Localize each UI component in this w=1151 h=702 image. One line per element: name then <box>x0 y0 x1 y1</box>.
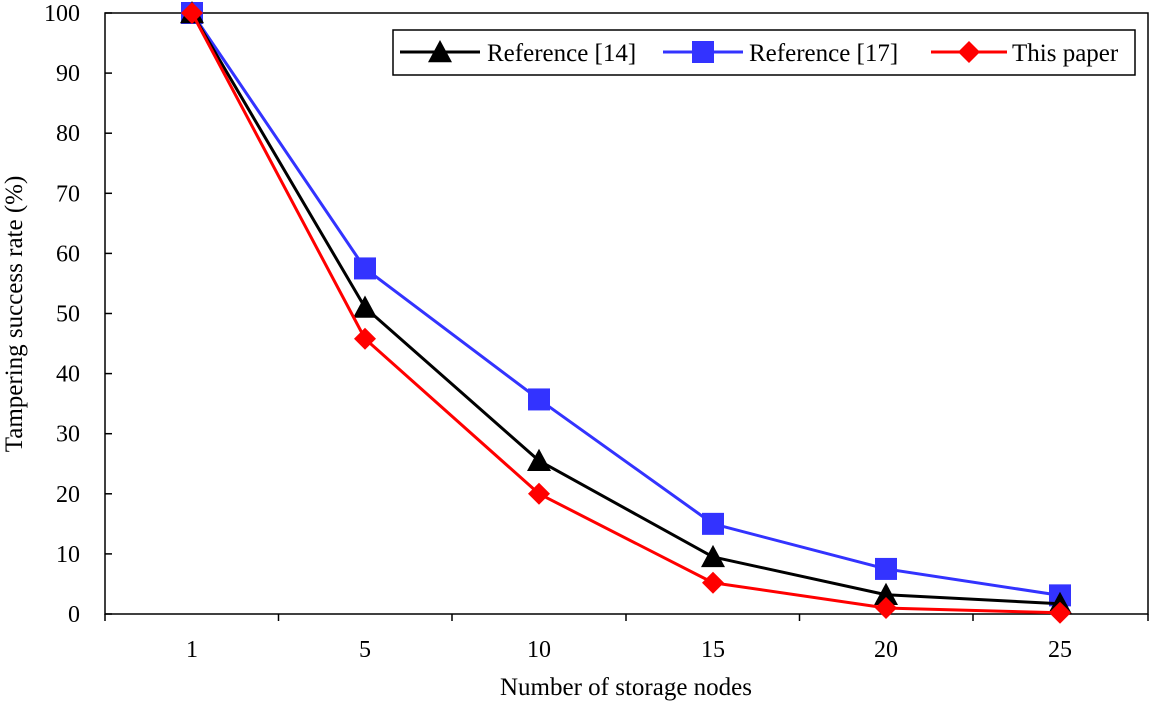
legend: Reference [14] Reference [17] This paper <box>392 29 1136 76</box>
x-tick-label: 5 <box>359 637 371 663</box>
legend-label: Reference [17] <box>749 40 898 67</box>
x-axis-title: Number of storage nodes <box>500 674 752 701</box>
x-tick-label: 1 <box>186 637 198 663</box>
legend-item: Reference [14] <box>400 40 636 67</box>
data-point-diamond <box>528 482 550 505</box>
y-axis-title: Tampering success rate (%) <box>1 176 28 453</box>
legend-item: This paper <box>931 40 1119 67</box>
x-tick-label: 15 <box>701 637 725 663</box>
y-tick-label: 80 <box>56 121 80 147</box>
legend-marker-square <box>692 41 714 63</box>
y-tick-label: 100 <box>44 1 80 27</box>
y-tick-label: 40 <box>56 362 80 388</box>
y-tick-label: 10 <box>56 542 80 568</box>
data-point-diamond <box>1049 601 1071 624</box>
data-point-diamond <box>702 571 724 594</box>
y-tick-label: 50 <box>56 302 80 328</box>
y-tick-label: 30 <box>56 422 80 448</box>
y-tick-label: 70 <box>56 181 80 207</box>
y-tick-label: 20 <box>56 482 80 508</box>
x-axis-ticks: 1 5 10 15 20 25 <box>104 614 1149 663</box>
data-point-diamond <box>875 596 897 619</box>
data-point-triangle <box>874 582 898 605</box>
x-tick-label: 25 <box>1048 637 1072 663</box>
data-point-triangle <box>701 544 725 568</box>
data-point-square <box>875 557 897 580</box>
data-point-diamond <box>354 327 376 350</box>
series-line <box>190 12 1061 597</box>
series-line <box>190 12 1061 606</box>
y-tick-label: 0 <box>68 602 80 628</box>
data-point-square <box>702 512 724 535</box>
y-tick-label: 90 <box>56 61 80 87</box>
legend-label: This paper <box>1012 40 1119 67</box>
series-layer <box>180 1 1072 624</box>
data-point-triangle <box>353 295 377 318</box>
series-diamond <box>181 2 1071 624</box>
x-tick-label: 10 <box>527 637 551 663</box>
legend-label: Reference [14] <box>487 40 636 67</box>
data-point-triangle <box>527 448 551 471</box>
data-point-square <box>354 257 376 280</box>
plot-area <box>104 12 1149 615</box>
x-tick-label: 20 <box>874 637 898 663</box>
data-point-square <box>528 388 550 411</box>
legend-box <box>392 29 1136 76</box>
legend-marker-diamond <box>958 41 980 63</box>
legend-marker-triangle <box>428 40 452 63</box>
y-axis-ticks: 0 10 20 30 40 50 60 70 80 90 100 <box>44 1 112 628</box>
y-tick-label: 60 <box>56 241 80 267</box>
legend-item: Reference [17] <box>663 40 898 67</box>
series-line <box>190 12 1061 615</box>
data-point-diamond <box>181 2 203 24</box>
